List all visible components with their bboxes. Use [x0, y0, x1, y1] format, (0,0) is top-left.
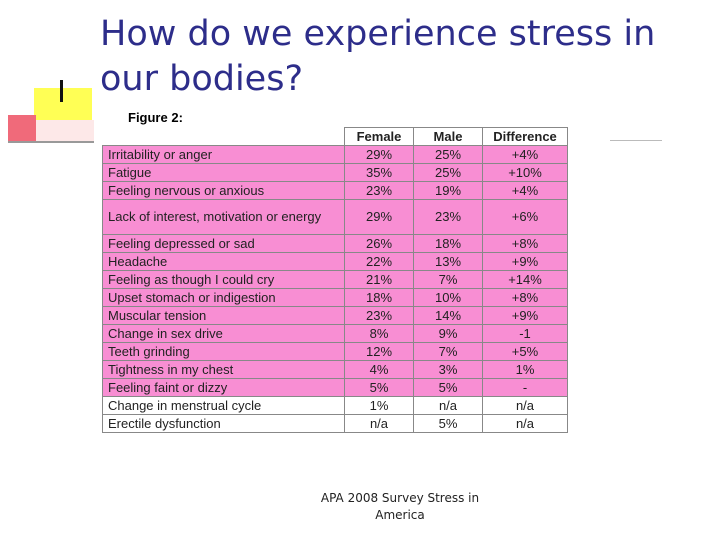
source-caption: APA 2008 Survey Stress in America — [300, 490, 500, 524]
female-cell: 29% — [344, 145, 414, 164]
female-cell: 23% — [344, 306, 414, 325]
female-cell: 26% — [344, 234, 414, 253]
decor-divider-right — [610, 140, 662, 141]
table-row: Feeling nervous or anxious 23% 19% +4% — [102, 181, 568, 200]
male-cell: 7% — [413, 342, 483, 361]
male-cell: 13% — [413, 252, 483, 271]
table-row: Headache 22% 13% +9% — [102, 252, 568, 271]
difference-cell: +8% — [482, 234, 568, 253]
table-row: Tightness in my chest 4% 3% 1% — [102, 360, 568, 379]
female-cell: 1% — [344, 396, 414, 415]
male-cell: 5% — [413, 378, 483, 397]
difference-cell: +5% — [482, 342, 568, 361]
male-cell: n/a — [413, 396, 483, 415]
difference-cell: +9% — [482, 306, 568, 325]
male-cell: 19% — [413, 181, 483, 200]
stress-symptoms-table: Female Male Difference Irritability or a… — [102, 127, 568, 433]
table-row: Change in menstrual cycle 1% n/a n/a — [102, 396, 568, 415]
female-cell: 35% — [344, 163, 414, 182]
decor-pink-square — [8, 115, 36, 143]
male-cell: 25% — [413, 145, 483, 164]
difference-cell: +10% — [482, 163, 568, 182]
symptom-cell: Irritability or anger — [102, 145, 345, 164]
difference-cell: +9% — [482, 252, 568, 271]
slide-title: How do we experience stress in our bodie… — [100, 14, 656, 99]
male-cell: 5% — [413, 414, 483, 433]
symptom-cell: Feeling nervous or anxious — [102, 181, 345, 200]
female-cell: n/a — [344, 414, 414, 433]
symptom-cell: Fatigue — [102, 163, 345, 182]
female-cell: 22% — [344, 252, 414, 271]
symptom-cell: Muscular tension — [102, 306, 345, 325]
symptom-cell: Change in menstrual cycle — [102, 396, 345, 415]
female-cell: 4% — [344, 360, 414, 379]
symptom-cell: Headache — [102, 252, 345, 271]
table-row: Teeth grinding 12% 7% +5% — [102, 342, 568, 361]
header-female: Female — [344, 127, 414, 146]
table-row: Feeling as though I could cry 21% 7% +14… — [102, 270, 568, 289]
male-cell: 14% — [413, 306, 483, 325]
symptom-cell: Upset stomach or indigestion — [102, 288, 345, 307]
symptom-cell: Teeth grinding — [102, 342, 345, 361]
female-cell: 18% — [344, 288, 414, 307]
decor-divider-left — [8, 141, 94, 143]
table-row: Change in sex drive 8% 9% -1 — [102, 324, 568, 343]
difference-cell: +4% — [482, 181, 568, 200]
symptom-cell: Change in sex drive — [102, 324, 345, 343]
table-header-row: Female Male Difference — [102, 127, 568, 146]
difference-cell: +4% — [482, 145, 568, 164]
female-cell: 5% — [344, 378, 414, 397]
symptom-cell: Feeling depressed or sad — [102, 234, 345, 253]
table-row: Feeling depressed or sad 26% 18% +8% — [102, 234, 568, 253]
decor-vertical-bar — [60, 80, 63, 102]
table-row: Fatigue 35% 25% +10% — [102, 163, 568, 182]
female-cell: 29% — [344, 199, 414, 235]
source-line-1: APA 2008 Survey Stress in — [320, 491, 480, 505]
table-row: Irritability or anger 29% 25% +4% — [102, 145, 568, 164]
difference-cell: -1 — [482, 324, 568, 343]
female-cell: 12% — [344, 342, 414, 361]
table-row: Upset stomach or indigestion 18% 10% +8% — [102, 288, 568, 307]
difference-cell: +14% — [482, 270, 568, 289]
difference-cell: n/a — [482, 414, 568, 433]
symptom-cell: Feeling faint or dizzy — [102, 378, 345, 397]
difference-cell: n/a — [482, 396, 568, 415]
symptom-cell: Tightness in my chest — [102, 360, 345, 379]
difference-cell: - — [482, 378, 568, 397]
table-row: Lack of interest, motivation or energy 2… — [102, 199, 568, 235]
male-cell: 7% — [413, 270, 483, 289]
female-cell: 23% — [344, 181, 414, 200]
symptom-cell: Lack of interest, motivation or energy — [102, 199, 345, 235]
difference-cell: 1% — [482, 360, 568, 379]
table-row: Muscular tension 23% 14% +9% — [102, 306, 568, 325]
table-row: Erectile dysfunction n/a 5% n/a — [102, 414, 568, 433]
symptom-cell: Feeling as though I could cry — [102, 270, 345, 289]
male-cell: 10% — [413, 288, 483, 307]
female-cell: 8% — [344, 324, 414, 343]
difference-cell: +6% — [482, 199, 568, 235]
male-cell: 9% — [413, 324, 483, 343]
source-line-2: America — [375, 508, 425, 522]
male-cell: 25% — [413, 163, 483, 182]
male-cell: 23% — [413, 199, 483, 235]
male-cell: 18% — [413, 234, 483, 253]
header-blank — [102, 127, 345, 146]
figure-label: Figure 2: — [128, 110, 183, 125]
table-row: Feeling faint or dizzy 5% 5% - — [102, 378, 568, 397]
header-male: Male — [413, 127, 483, 146]
decor-light-square — [36, 120, 94, 142]
symptom-cell: Erectile dysfunction — [102, 414, 345, 433]
decor-yellow-square — [34, 88, 92, 120]
header-difference: Difference — [482, 127, 568, 146]
female-cell: 21% — [344, 270, 414, 289]
male-cell: 3% — [413, 360, 483, 379]
difference-cell: +8% — [482, 288, 568, 307]
